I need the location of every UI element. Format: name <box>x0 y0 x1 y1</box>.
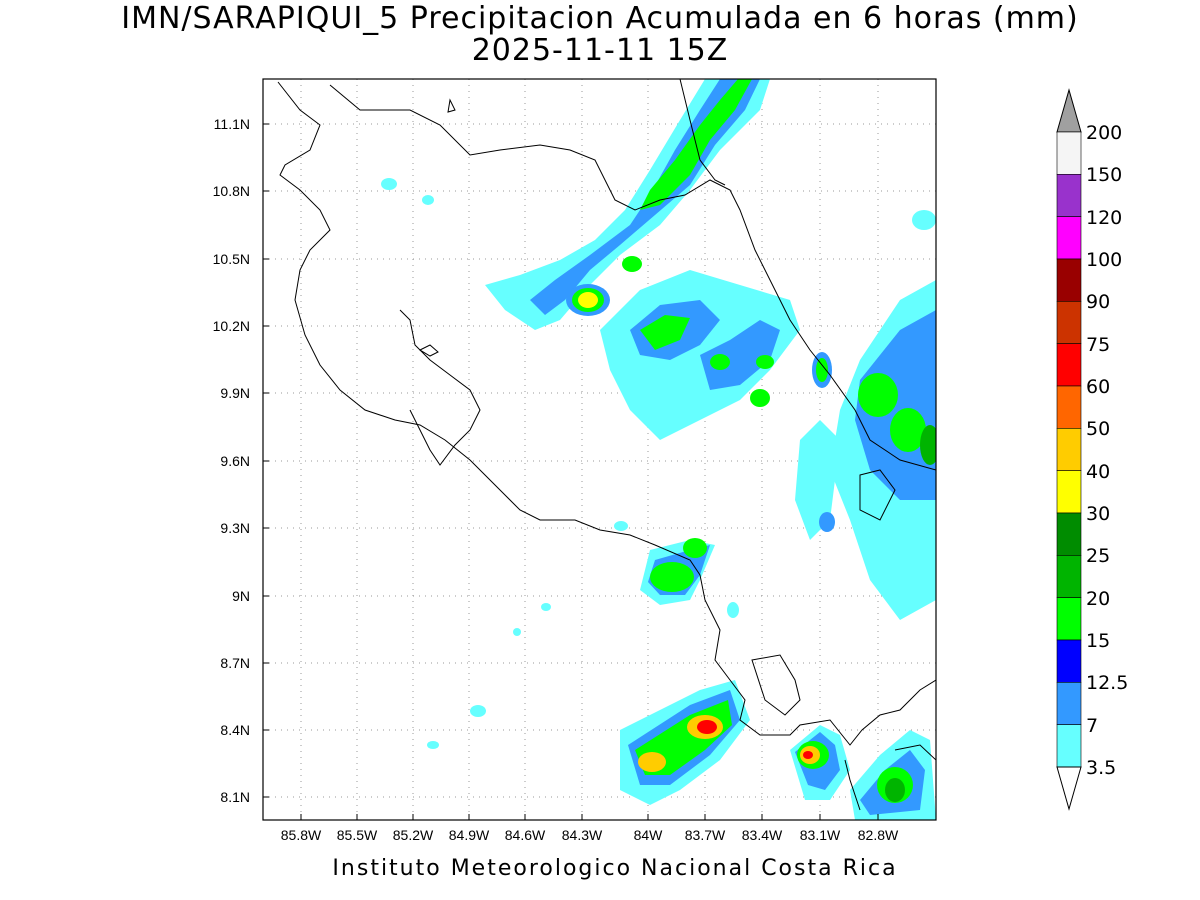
colorbar-label: 90 <box>1086 291 1110 313</box>
colorbar-label: 12.5 <box>1086 672 1128 694</box>
colorbar-labels: 200 150 120 100 90 75 60 50 40 30 25 20 … <box>1086 122 1128 779</box>
colorbar-segment <box>1056 512 1082 556</box>
lat-tick-label: 9.9N <box>220 385 250 401</box>
lon-tick-label: 84.6W <box>505 827 546 843</box>
colorbar-top-arrow <box>1056 88 1082 133</box>
lat-tick-label: 10.5N <box>213 251 250 267</box>
lon-tick-label: 85.2W <box>393 827 434 843</box>
colorbar-label: 50 <box>1086 418 1110 440</box>
colorbar-segment <box>1056 470 1082 514</box>
colorbar-segment <box>1056 216 1082 260</box>
map-timestamp: 2025-11-11 15Z <box>471 33 729 68</box>
lon-axis-labels: 85.8W 85.5W 85.2W 84.9W 84.6W 84.3W 84W … <box>281 827 899 843</box>
colorbar-segment <box>1056 428 1082 471</box>
colorbar-label: 15 <box>1086 630 1110 652</box>
colorbar-bottom-arrow <box>1056 766 1082 811</box>
colorbar-label: 150 <box>1086 164 1122 186</box>
colorbar-segment <box>1056 724 1082 768</box>
lon-tick-label: 84.9W <box>449 827 490 843</box>
lat-tick-label: 9N <box>232 588 250 604</box>
map-title: IMN/SARAPIQUI_5 Precipitacion Acumulada … <box>121 1 1079 36</box>
colorbar-segment <box>1056 131 1082 175</box>
colorbar-segment <box>1056 258 1082 302</box>
credit-text: Instituto Meteorologico Nacional Costa R… <box>332 856 898 881</box>
colorbar-label: 7 <box>1086 715 1098 737</box>
rain-cell-caribbean <box>795 280 936 620</box>
lon-tick-label: 83.1W <box>800 827 841 843</box>
colorbar-segments <box>1056 131 1082 768</box>
lon-tick-label: 84.3W <box>562 827 603 843</box>
plot-frame <box>262 78 937 821</box>
lon-tick-label: 83.4W <box>742 827 783 843</box>
colorbar-label: 20 <box>1086 588 1110 610</box>
colorbar-segment <box>1056 385 1082 429</box>
colorbar-segment <box>1056 639 1082 683</box>
lat-tick-label: 8.1N <box>220 789 250 805</box>
tick-marks <box>263 123 879 820</box>
colorbar-label: 25 <box>1086 545 1110 567</box>
colorbar-label: 40 <box>1086 461 1110 483</box>
colorbar-label: 75 <box>1086 334 1110 356</box>
lat-tick-label: 10.2N <box>213 318 250 334</box>
lat-tick-label: 10.8N <box>213 183 250 199</box>
colorbar-label: 3.5 <box>1086 757 1116 779</box>
lon-tick-label: 82.8W <box>858 827 899 843</box>
lon-tick-label: 83.7W <box>685 827 726 843</box>
colorbar-label: 100 <box>1086 249 1122 271</box>
colorbar-segment <box>1056 555 1082 598</box>
colorbar-label: 200 <box>1086 122 1122 144</box>
colorbar-label: 120 <box>1086 207 1122 229</box>
colorbar-segment <box>1056 343 1082 387</box>
lon-tick-label: 84W <box>634 827 664 843</box>
lat-tick-label: 9.6N <box>220 453 250 469</box>
lat-tick-label: 8.4N <box>220 722 250 738</box>
lat-tick-label: 11.1N <box>214 116 250 132</box>
colorbar-legend: 200 150 120 100 90 75 60 50 40 30 25 20 … <box>1056 88 1128 811</box>
colorbar-segment <box>1056 682 1082 725</box>
rain-cell-central-bands <box>600 270 800 440</box>
colorbar-segment <box>1056 174 1082 217</box>
colorbar-label: 30 <box>1086 503 1110 525</box>
lon-tick-label: 85.8W <box>281 827 322 843</box>
colorbar-label: 60 <box>1086 376 1110 398</box>
lat-tick-label: 8.7N <box>220 655 250 671</box>
rain-cell-south-pacific <box>620 538 936 820</box>
lat-tick-label: 9.3N <box>220 520 250 536</box>
lat-axis-labels: 11.1N 10.8N 10.5N 10.2N 9.9N 9.6N 9.3N 9… <box>213 116 250 805</box>
colorbar-segment <box>1056 597 1082 641</box>
rain-cell-scattered <box>381 178 936 749</box>
colorbar-segment <box>1056 301 1082 344</box>
precipitation-field <box>381 79 936 820</box>
lon-tick-label: 85.5W <box>337 827 378 843</box>
coastlines-borders <box>277 79 936 811</box>
